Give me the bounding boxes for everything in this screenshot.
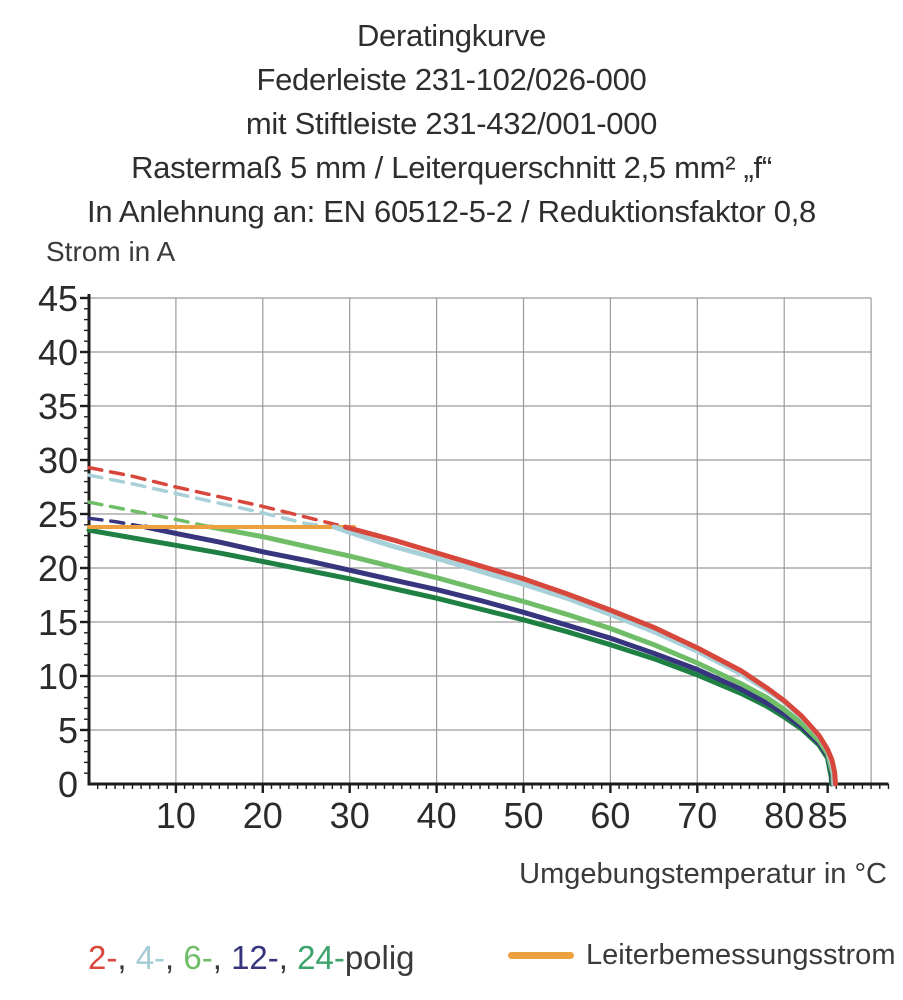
legend-pole-2: 2- (88, 939, 118, 976)
x-axis-title: Umgebungstemperatur in °C (519, 858, 887, 890)
dashed-curves (87, 465, 348, 529)
series-2-polig-solid (342, 524, 838, 787)
y-tick-label: 25 (38, 494, 78, 535)
series-6-polig-solid (208, 524, 836, 787)
x-tick-label: 40 (417, 795, 457, 836)
y-tick-label: 45 (38, 278, 78, 319)
y-tick-label: 5 (58, 710, 78, 751)
x-tick-label: 50 (503, 795, 543, 836)
x-tick-label: 70 (677, 795, 717, 836)
legend-separator: , (278, 939, 298, 976)
solid-curves (86, 524, 838, 787)
x-tick-label: 80 (764, 795, 804, 836)
rated-current-label: Leiterbemessungsstrom (586, 939, 896, 971)
legend-pole-4: 4- (135, 939, 166, 976)
y-tick-label: 35 (38, 386, 78, 427)
y-tick-label: 20 (38, 548, 78, 589)
legend-separator: , (117, 939, 136, 976)
rated-current-line-swatch (508, 952, 574, 959)
legend-separator: , (165, 939, 184, 976)
legend-separator: , (212, 939, 232, 976)
y-tick-label: 30 (38, 440, 78, 481)
x-tick-label: 10 (156, 795, 196, 836)
title-line-4: Rastermaß 5 mm / Leiterquerschnitt 2,5 m… (131, 150, 772, 185)
title-line-2: Federleiste 231-102/026-000 (256, 62, 647, 97)
title-line-5: In Anlehnung an: EN 60512-5-2 / Reduktio… (87, 194, 816, 229)
x-tick-label: 60 (590, 795, 630, 836)
series-2-polig-dashed (87, 465, 348, 529)
y-tick-label: 0 (58, 764, 78, 805)
x-tick-label: 30 (330, 795, 370, 836)
series-4-polig-solid (331, 524, 837, 787)
gridlines (89, 297, 872, 784)
legend-row: 2-, 4-, 6-, 12-, 24-polig Leiterbemessun… (0, 925, 903, 995)
tick-labels: 10 20 30 40 50 60 70 80 85 0 5 10 15 20 25 30 35 40 45 (38, 278, 848, 836)
x-tick-label: 85 (808, 795, 848, 836)
rated-current-legend: Leiterbemessungsstrom (508, 939, 895, 972)
legend-pole-24: 24- (297, 939, 345, 976)
series-12-polig-solid (143, 524, 835, 787)
axis-ticks (80, 296, 890, 793)
y-axis-title: Strom in A (46, 236, 176, 267)
poles-legend: 2-, 4-, 6-, 12-, 24-polig (88, 939, 415, 977)
derating-chart: 10 20 30 40 50 60 70 80 85 0 5 10 15 20 25 30 35 40 45 (38, 278, 890, 836)
y-tick-label: 15 (38, 602, 78, 643)
x-tick-label: 20 (243, 795, 283, 836)
title-line-3: mit Stiftleiste 231-432/001-000 (245, 106, 658, 141)
series-6-polig-dashed (87, 500, 213, 529)
legend-suffix: polig (344, 939, 415, 976)
y-tick-label: 10 (38, 656, 78, 697)
legend-pole-6: 6- (183, 939, 213, 976)
legend-pole-12: 12- (231, 939, 279, 976)
title-line-1: Deratingkurve (356, 18, 547, 53)
y-tick-label: 40 (38, 332, 78, 373)
series-4-polig-dashed (87, 473, 336, 529)
chart-header: Deratingkurve Federleiste 231-102/026-00… (0, 0, 903, 234)
